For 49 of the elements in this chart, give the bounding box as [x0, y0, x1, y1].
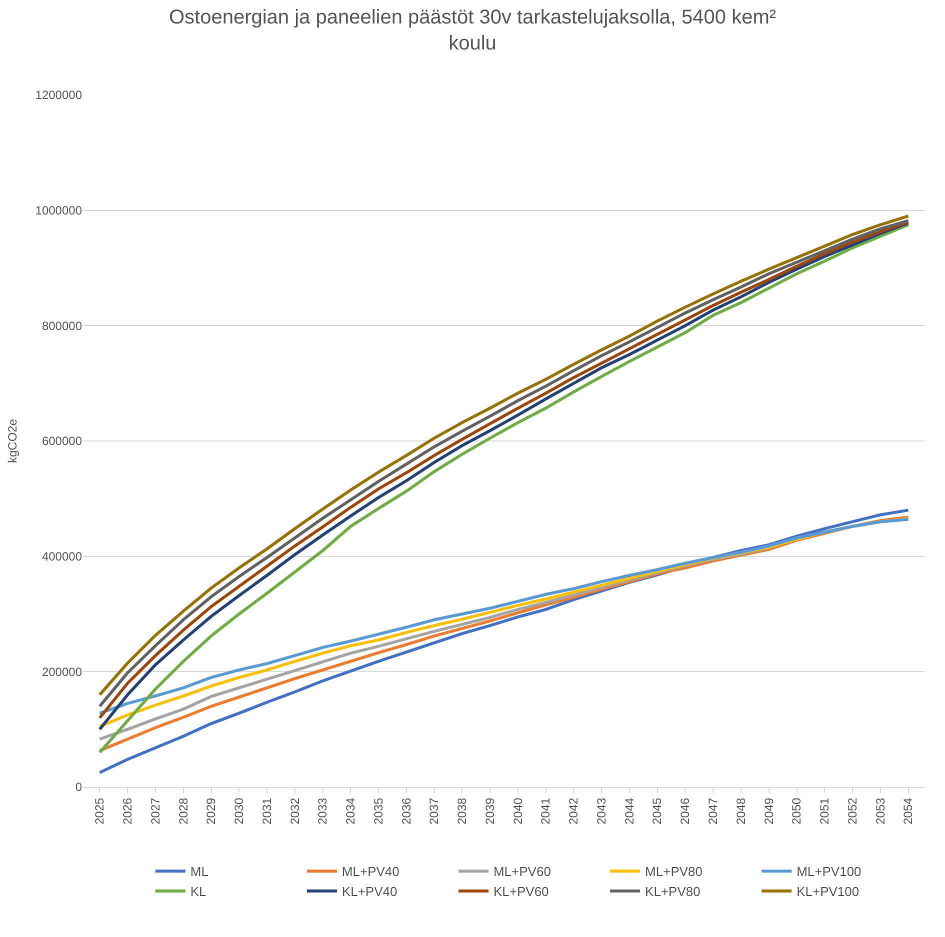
- legend-label: ML+PV60: [493, 864, 551, 880]
- x-tick-label: 2038: [455, 797, 470, 825]
- x-tick-label: 2028: [176, 797, 190, 825]
- y-tick-label: 400000: [42, 550, 82, 564]
- x-tick-label: 2040: [510, 797, 525, 825]
- y-tick-label: 200000: [42, 664, 82, 679]
- x-tick-label: 2044: [622, 797, 636, 825]
- x-tick-label: 2047: [706, 797, 720, 825]
- legend-label: KL+PV40: [342, 884, 398, 900]
- legend-label: ML: [190, 864, 208, 880]
- y-tick-label: 0: [75, 780, 82, 794]
- x-tick-label: 2054: [901, 797, 916, 825]
- x-tick-label: 2049: [762, 797, 776, 825]
- y-tick-label: 600000: [42, 434, 82, 448]
- x-tick-label: 2050: [790, 797, 804, 825]
- x-tick-label: 2037: [427, 797, 442, 825]
- y-axis-title: kgCO2e: [6, 418, 20, 464]
- x-tick-label: 2026: [120, 797, 135, 825]
- x-tick-label: 2053: [873, 797, 888, 825]
- x-tick-label: 2031: [260, 797, 274, 825]
- chart-title: Ostoenergian ja paneelien päästöt 30v tarkastelujaksolla, 5400 kem² koulu: [168, 6, 776, 54]
- x-tick-label: 2032: [288, 797, 302, 825]
- y-tick-label: 1200000: [35, 88, 82, 102]
- x-tick-label: 2036: [399, 797, 414, 825]
- x-tick-label: 2033: [316, 797, 330, 825]
- x-tick-label: 2029: [204, 797, 218, 825]
- x-tick-label: 2048: [734, 797, 748, 825]
- x-tick-label: 2043: [594, 797, 608, 825]
- x-tick-label: 2027: [148, 797, 162, 825]
- legend-label: ML+PV100: [796, 864, 862, 880]
- x-tick-label: 2030: [232, 797, 246, 825]
- x-tick-label: 2046: [678, 797, 692, 825]
- legend-label: KL+PV60: [493, 884, 549, 900]
- legend-label: ML+PV40: [342, 864, 400, 880]
- legend-label: KL+PV80: [645, 884, 700, 900]
- x-tick-label: 2041: [538, 797, 553, 825]
- x-tick-label: 2042: [566, 797, 581, 825]
- x-tick-label: 2035: [371, 797, 386, 825]
- x-tick-label: 2045: [650, 797, 664, 825]
- legend-label: KL: [190, 884, 206, 900]
- x-tick-label: 2034: [344, 797, 358, 825]
- x-tick-label: 2051: [818, 797, 832, 825]
- x-tick-label: 2052: [845, 797, 860, 825]
- legend-label: KL+PV100: [796, 884, 860, 900]
- x-tick-label: 2025: [92, 797, 107, 825]
- legend-label: ML+PV80: [645, 864, 702, 880]
- x-tick-label: 2039: [482, 797, 497, 825]
- y-tick-label: 800000: [42, 318, 82, 333]
- y-tick-label: 1000000: [35, 204, 82, 218]
